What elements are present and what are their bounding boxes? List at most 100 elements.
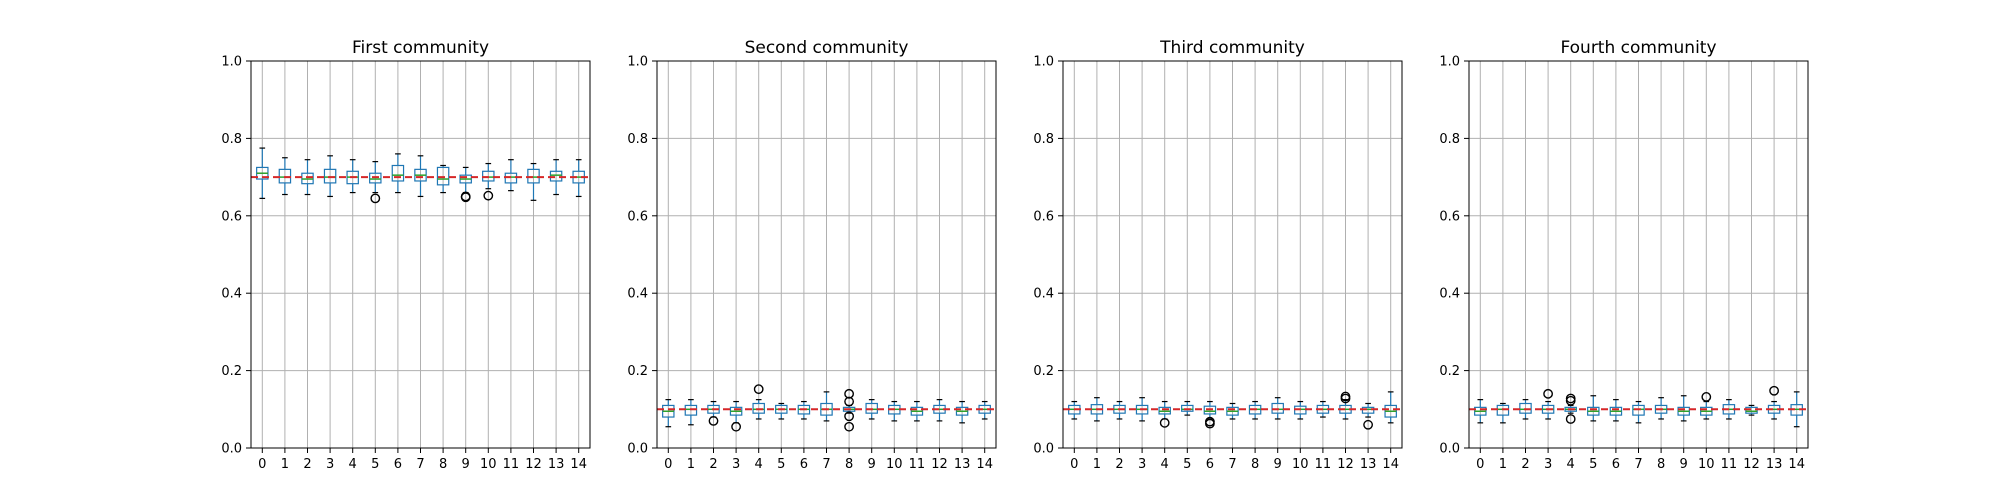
x-tick-label: 13 <box>1360 457 1377 472</box>
x-tick-label: 4 <box>755 457 763 472</box>
x-tick-label: 12 <box>1337 457 1354 472</box>
y-tick-label: 0.2 <box>1033 364 1054 379</box>
x-tick-label: 11 <box>909 457 926 472</box>
x-tick-label: 14 <box>570 457 587 472</box>
x-tick-label: 14 <box>976 457 993 472</box>
x-tick-label: 6 <box>1612 457 1620 472</box>
box-3 <box>729 400 743 432</box>
y-tick-label: 0.2 <box>1439 364 1460 379</box>
x-tick-label: 14 <box>1788 457 1805 472</box>
y-tick-label: 1.0 <box>1033 55 1054 70</box>
x-tick-label: 3 <box>326 457 334 472</box>
y-tick-label: 0.4 <box>1033 287 1054 302</box>
x-tick-label: 10 <box>1698 457 1715 472</box>
x-tick-label: 3 <box>1138 457 1146 472</box>
x-tick-label: 8 <box>1251 457 1259 472</box>
outlier-point <box>1159 417 1170 428</box>
y-tick-label: 0.2 <box>627 364 648 379</box>
x-tick-label: 8 <box>1657 457 1665 472</box>
box-0 <box>1474 399 1487 424</box>
outlier-point <box>370 193 381 204</box>
box-4 <box>1158 400 1171 428</box>
y-tick-label: 0.4 <box>1439 287 1460 302</box>
box-2 <box>301 159 314 196</box>
y-tick-label: 0.4 <box>221 287 242 302</box>
y-tick-label: 0.2 <box>221 364 242 379</box>
box-14 <box>1384 391 1397 424</box>
box-13 <box>955 400 969 424</box>
box-8 <box>1248 400 1262 420</box>
outlier-point <box>731 421 741 432</box>
x-tick-label: 12 <box>1743 457 1760 472</box>
x-tick-label: 2 <box>709 457 717 472</box>
x-tick-label: 13 <box>954 457 971 472</box>
x-tick-label: 5 <box>1589 457 1597 472</box>
outlier-point <box>1701 392 1712 402</box>
x-tick-label: 5 <box>777 457 785 472</box>
outlier-point <box>483 190 494 201</box>
x-tick-label: 5 <box>1183 457 1191 472</box>
x-tick-label: 11 <box>503 457 520 472</box>
x-tick-label: 6 <box>800 457 808 472</box>
outlier-point <box>844 421 854 432</box>
box-iqr <box>391 164 405 182</box>
outlier-point <box>1543 388 1554 399</box>
y-tick-label: 1.0 <box>221 55 242 70</box>
box-iqr <box>752 402 765 414</box>
y-tick-label: 0.0 <box>1033 442 1054 457</box>
box-7 <box>1226 402 1239 420</box>
x-tick-label: 10 <box>1292 457 1309 472</box>
outlier-point <box>708 416 719 426</box>
x-tick-label: 2 <box>1115 457 1123 472</box>
x-tick-label: 8 <box>439 457 447 472</box>
y-tick-label: 0.0 <box>1439 442 1460 457</box>
outlier-point <box>1769 385 1780 396</box>
x-tick-label: 0 <box>1476 457 1484 472</box>
x-tick-label: 1 <box>1499 457 1507 472</box>
x-tick-label: 7 <box>822 457 830 472</box>
y-tick-label: 1.0 <box>627 55 648 70</box>
outlier-point <box>460 192 471 203</box>
x-tick-label: 14 <box>1382 457 1399 472</box>
outlier-point <box>1205 418 1215 429</box>
x-tick-label: 1 <box>1093 457 1101 472</box>
x-tick-label: 0 <box>664 457 672 472</box>
y-tick-label: 0.4 <box>627 287 648 302</box>
x-tick-label: 7 <box>1228 457 1236 472</box>
outlier-point <box>1340 393 1351 404</box>
x-tick-label: 7 <box>1634 457 1642 472</box>
x-tick-label: 3 <box>1544 457 1552 472</box>
box-8 <box>436 164 450 194</box>
x-tick-label: 8 <box>845 457 853 472</box>
subplot-title: Third community <box>1159 38 1305 58</box>
x-tick-label: 11 <box>1315 457 1332 472</box>
subplot-title: Fourth community <box>1560 38 1716 58</box>
box-5 <box>1587 395 1600 422</box>
y-tick-label: 1.0 <box>1439 55 1460 70</box>
box-7 <box>414 155 427 198</box>
box-6 <box>391 153 405 194</box>
x-tick-label: 13 <box>548 457 565 472</box>
box-iqr <box>369 172 382 184</box>
x-tick-label: 5 <box>371 457 379 472</box>
y-tick-label: 0.8 <box>221 132 242 147</box>
outlier-point <box>844 396 854 407</box>
y-tick-label: 0.6 <box>221 209 242 224</box>
outlier-point <box>1363 419 1374 430</box>
x-tick-label: 3 <box>732 457 740 472</box>
box-9 <box>1677 395 1690 422</box>
x-tick-label: 4 <box>349 457 357 472</box>
y-tick-label: 0.8 <box>1439 132 1460 147</box>
box-0 <box>662 399 675 428</box>
x-tick-label: 9 <box>868 457 876 472</box>
x-tick-label: 13 <box>1766 457 1783 472</box>
x-tick-label: 12 <box>525 457 542 472</box>
x-tick-label: 0 <box>1070 457 1078 472</box>
y-tick-label: 0.8 <box>627 132 648 147</box>
box-iqr <box>323 168 337 184</box>
box-iqr <box>1203 405 1217 415</box>
